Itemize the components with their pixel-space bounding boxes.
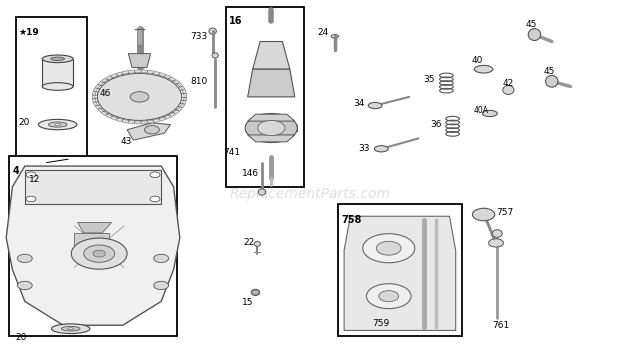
Polygon shape xyxy=(6,166,180,325)
Bar xyxy=(16,17,87,163)
Text: 45: 45 xyxy=(526,20,537,29)
Polygon shape xyxy=(247,125,297,131)
Text: 24: 24 xyxy=(317,28,329,37)
Circle shape xyxy=(150,196,160,202)
Bar xyxy=(226,7,304,187)
Circle shape xyxy=(71,238,127,269)
Circle shape xyxy=(154,281,169,290)
Circle shape xyxy=(246,113,298,143)
Circle shape xyxy=(144,126,159,134)
Text: 733: 733 xyxy=(190,32,208,41)
Ellipse shape xyxy=(212,53,218,58)
Text: 22: 22 xyxy=(244,238,255,247)
Ellipse shape xyxy=(258,189,266,195)
Ellipse shape xyxy=(528,29,541,40)
Bar xyxy=(9,156,177,336)
Text: 759: 759 xyxy=(372,319,389,328)
Ellipse shape xyxy=(61,327,80,331)
Circle shape xyxy=(379,291,399,302)
Polygon shape xyxy=(25,170,161,204)
Text: ReplacementParts.com: ReplacementParts.com xyxy=(229,187,391,201)
Text: 36: 36 xyxy=(430,120,442,129)
Ellipse shape xyxy=(51,57,64,61)
Text: 146: 146 xyxy=(242,169,259,177)
Text: 20: 20 xyxy=(18,118,29,127)
Text: ★19: ★19 xyxy=(18,28,38,37)
Circle shape xyxy=(154,254,169,263)
Polygon shape xyxy=(78,222,112,233)
Circle shape xyxy=(130,92,149,102)
Ellipse shape xyxy=(38,119,77,130)
Text: 20: 20 xyxy=(16,333,27,342)
Polygon shape xyxy=(248,135,295,142)
Polygon shape xyxy=(253,42,290,69)
Ellipse shape xyxy=(474,65,493,73)
Ellipse shape xyxy=(42,55,73,63)
Ellipse shape xyxy=(55,124,61,126)
Text: 12: 12 xyxy=(29,175,40,184)
Text: 757: 757 xyxy=(496,208,513,217)
Circle shape xyxy=(150,172,160,177)
Ellipse shape xyxy=(48,122,67,127)
Ellipse shape xyxy=(492,230,502,237)
Circle shape xyxy=(363,234,415,263)
Ellipse shape xyxy=(254,242,260,246)
Polygon shape xyxy=(248,114,295,121)
Text: 741: 741 xyxy=(223,148,241,157)
Text: 34: 34 xyxy=(353,99,365,108)
Circle shape xyxy=(376,241,401,255)
Text: 761: 761 xyxy=(492,321,510,330)
Ellipse shape xyxy=(331,35,339,38)
Ellipse shape xyxy=(42,83,73,90)
Polygon shape xyxy=(42,59,73,86)
Ellipse shape xyxy=(374,146,388,152)
Text: 42: 42 xyxy=(502,79,513,88)
Polygon shape xyxy=(128,54,151,67)
Text: 45: 45 xyxy=(543,67,554,76)
Circle shape xyxy=(93,250,105,257)
Circle shape xyxy=(26,196,36,202)
Ellipse shape xyxy=(482,110,497,117)
Ellipse shape xyxy=(503,85,514,94)
Circle shape xyxy=(17,254,32,263)
Text: 33: 33 xyxy=(358,144,370,153)
Polygon shape xyxy=(248,69,295,97)
Circle shape xyxy=(97,73,182,120)
Circle shape xyxy=(26,172,36,177)
Circle shape xyxy=(252,290,259,294)
Text: 40: 40 xyxy=(471,56,482,65)
Circle shape xyxy=(366,284,411,309)
Polygon shape xyxy=(344,216,456,330)
Text: 4: 4 xyxy=(13,166,20,176)
Text: 758: 758 xyxy=(342,215,362,225)
Text: 810: 810 xyxy=(190,77,208,86)
Ellipse shape xyxy=(51,324,90,334)
Text: 15: 15 xyxy=(242,298,254,307)
Polygon shape xyxy=(127,123,170,140)
Circle shape xyxy=(17,281,32,290)
Ellipse shape xyxy=(251,289,260,295)
Circle shape xyxy=(489,239,503,247)
Text: 46: 46 xyxy=(99,89,110,98)
Ellipse shape xyxy=(546,75,558,87)
Text: 43: 43 xyxy=(121,137,132,146)
Circle shape xyxy=(472,208,495,221)
Polygon shape xyxy=(74,233,108,257)
Circle shape xyxy=(84,245,115,262)
Text: 16: 16 xyxy=(229,16,243,26)
Text: 40A: 40A xyxy=(474,106,489,115)
Ellipse shape xyxy=(68,328,74,329)
Bar xyxy=(338,204,462,336)
Text: 35: 35 xyxy=(423,75,435,84)
Circle shape xyxy=(258,120,285,136)
Ellipse shape xyxy=(209,28,216,34)
Ellipse shape xyxy=(368,102,382,109)
